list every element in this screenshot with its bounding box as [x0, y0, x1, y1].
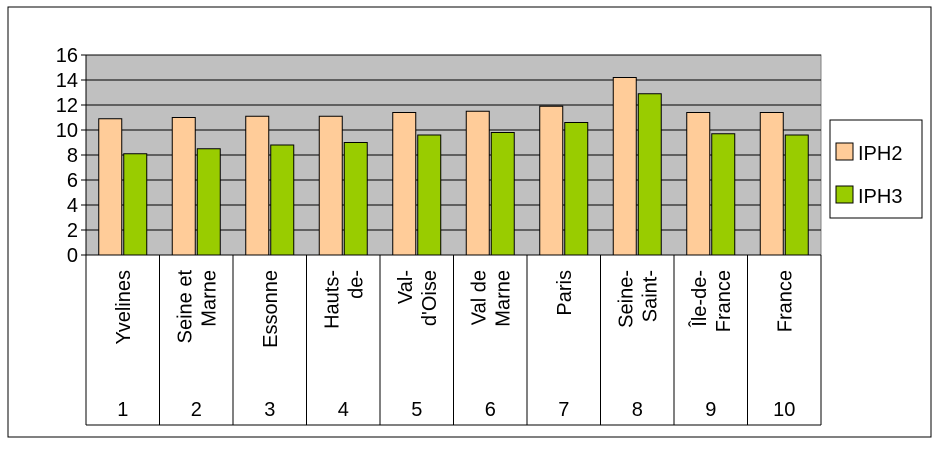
x-category-label: Yvelines — [113, 270, 135, 345]
bar-iph3-9 — [711, 133, 736, 256]
x-category-label: France — [713, 270, 735, 332]
x-category-number: 10 — [773, 399, 795, 421]
bar-iph2-9 — [686, 112, 711, 256]
bar-iph3-1 — [123, 153, 148, 256]
bar-iph2-5 — [392, 112, 417, 256]
x-category-label: France — [774, 270, 796, 332]
bar-iph3-6 — [490, 132, 515, 256]
x-category-number: 3 — [264, 399, 275, 421]
x-category-label: Île-de- — [688, 270, 711, 328]
x-category-label: Seine et — [174, 270, 196, 344]
x-category-label: Marne — [198, 270, 220, 327]
bar-iph2-2 — [171, 117, 196, 256]
y-tick-label: 6 — [67, 170, 78, 192]
x-category-label: Marne — [492, 270, 514, 327]
bar-iph2-3 — [245, 115, 270, 256]
y-tick-label: 10 — [56, 120, 78, 142]
bar-iph2-8 — [612, 77, 637, 256]
bar-iph3-3 — [270, 144, 295, 256]
bar-iph2-4 — [318, 115, 343, 256]
x-category-label: Paris — [554, 270, 576, 316]
x-category-number: 4 — [338, 399, 349, 421]
x-category-number: 9 — [705, 399, 716, 421]
x-category-number: 6 — [485, 399, 496, 421]
x-category-number: 8 — [632, 399, 643, 421]
legend-label-iph2: IPH2 — [858, 143, 902, 165]
bar-iph3-4 — [343, 142, 368, 256]
x-category-label: Seine- — [615, 270, 637, 328]
y-tick-label: 8 — [67, 145, 78, 167]
x-category-label: Saint- — [639, 270, 661, 322]
x-category-label: Essonne — [260, 270, 282, 348]
x-category-label: Val- — [395, 270, 417, 304]
legend-swatch-iph2 — [835, 142, 854, 161]
bar-iph2-1 — [98, 118, 123, 256]
y-tick-label: 4 — [67, 195, 78, 217]
y-tick-label: 0 — [67, 245, 78, 267]
bar-iph3-8 — [637, 93, 662, 256]
x-category-label: Hauts- — [321, 270, 343, 329]
y-tick-label: 12 — [56, 95, 78, 117]
legend-label-iph3: IPH3 — [858, 186, 902, 208]
legend-swatch-iph3 — [835, 185, 854, 204]
y-tick-label: 2 — [67, 220, 78, 242]
x-category-number: 2 — [191, 399, 202, 421]
bar-iph2-6 — [465, 110, 490, 256]
y-tick-label: 14 — [56, 70, 78, 92]
x-category-number: 5 — [411, 399, 422, 421]
bar-iph3-2 — [196, 148, 221, 256]
legend: IPH2 IPH3 — [829, 119, 923, 219]
x-category-number: 7 — [558, 399, 569, 421]
bar-iph2-10 — [759, 112, 784, 256]
x-category-number: 1 — [117, 399, 128, 421]
bar-iph3-5 — [417, 134, 442, 256]
bars — [98, 77, 809, 256]
bar-iph3-7 — [564, 122, 589, 256]
x-category-label: Val de — [468, 270, 490, 325]
bar-iph3-10 — [784, 134, 809, 256]
x-category-label: d'Oise — [419, 270, 441, 326]
y-axis: 0 2 4 6 8 10 12 14 16 — [56, 45, 87, 267]
x-category-label: de- — [345, 270, 367, 299]
bar-iph2-7 — [539, 105, 564, 256]
y-tick-label: 16 — [56, 45, 78, 67]
